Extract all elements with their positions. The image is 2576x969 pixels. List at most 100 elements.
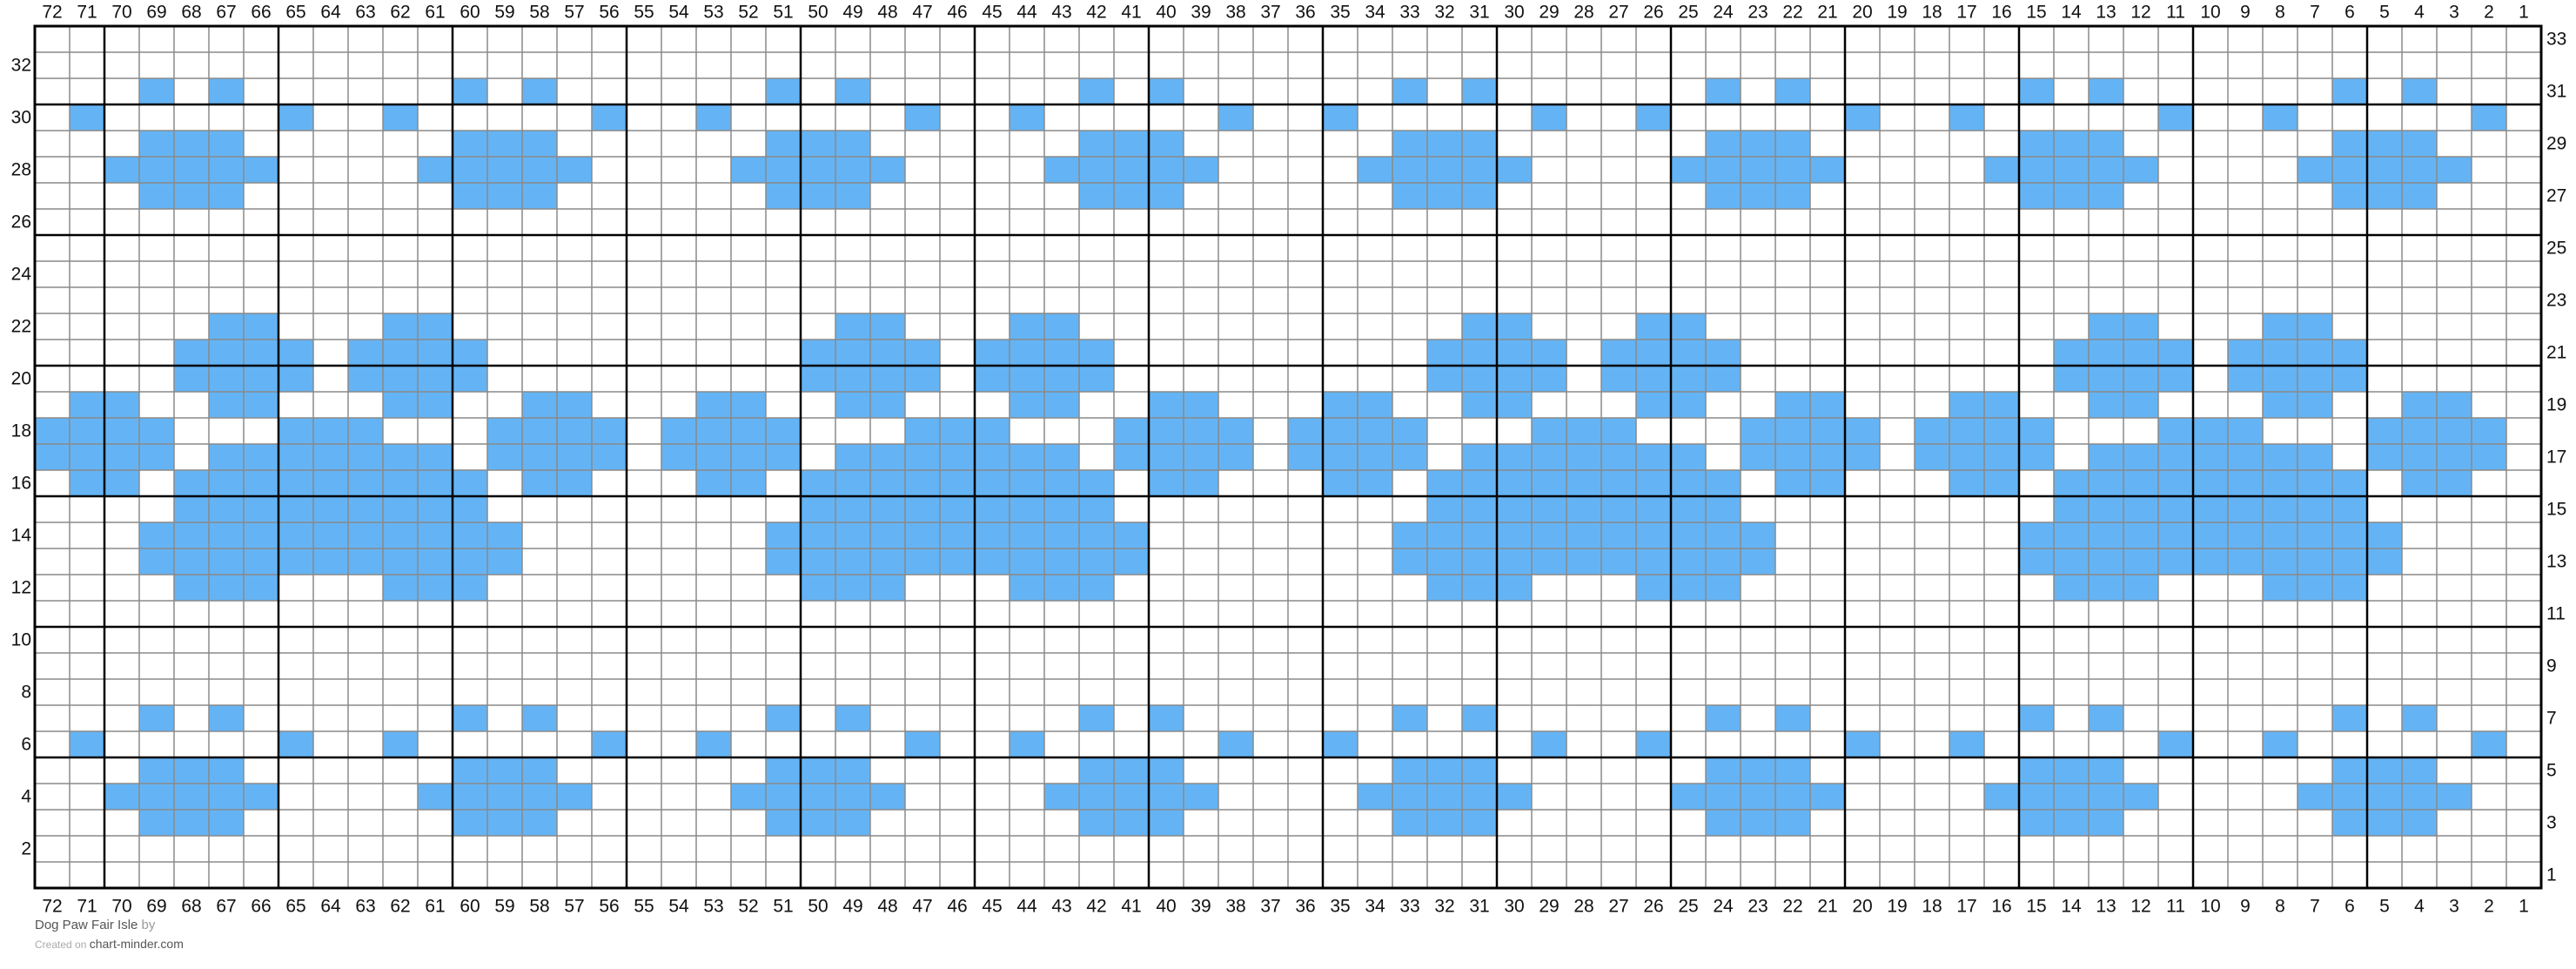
stitch-contrast-r28-c52 <box>731 157 766 183</box>
stitch-contrast-r3-c5 <box>2367 810 2402 836</box>
column-label-top: 3 <box>2449 3 2459 23</box>
stitch-contrast-r12-c42 <box>1079 575 1114 601</box>
stitch-contrast-r4-c23 <box>1741 784 1775 810</box>
stitch-contrast-r6-c47 <box>905 731 940 757</box>
stitch-contrast-r28-c67 <box>209 157 244 183</box>
stitch-contrast-r16-c25 <box>1671 470 1706 496</box>
column-label-top: 8 <box>2275 3 2285 23</box>
row-label-left: 12 <box>11 578 31 598</box>
stitch-contrast-r17-c27 <box>1601 444 1636 470</box>
stitch-contrast-r12-c66 <box>244 575 278 601</box>
column-label-top: 24 <box>1713 3 1734 23</box>
column-label-top: 14 <box>2061 3 2082 23</box>
stitch-contrast-r31-c67 <box>209 78 244 104</box>
stitch-contrast-r4-c6 <box>2332 784 2367 810</box>
column-label-top: 16 <box>1991 3 2011 23</box>
stitch-contrast-r6-c20 <box>1845 731 1880 757</box>
stitch-contrast-r15-c29 <box>1532 496 1566 522</box>
stitch-contrast-r22-c61 <box>418 313 453 340</box>
stitch-contrast-r20-c60 <box>453 366 487 392</box>
stitch-contrast-r14-c68 <box>174 522 209 548</box>
stitch-contrast-r4-c57 <box>557 784 592 810</box>
site-link[interactable]: chart-minder.com <box>89 937 184 951</box>
stitch-contrast-r18-c57 <box>557 418 592 444</box>
column-label-top: 32 <box>1434 3 1454 23</box>
stitch-contrast-r15-c63 <box>348 496 383 522</box>
stitch-contrast-r17-c43 <box>1044 444 1079 470</box>
stitch-contrast-r28-c41 <box>1114 157 1149 183</box>
stitch-contrast-r4-c7 <box>2298 784 2332 810</box>
stitch-contrast-r29-c5 <box>2367 131 2402 157</box>
column-label-top: 59 <box>494 3 514 23</box>
stitch-contrast-r17-c9 <box>2228 444 2263 470</box>
stitch-contrast-r17-c16 <box>1984 444 2019 470</box>
stitch-contrast-r7-c13 <box>2089 705 2123 731</box>
stitch-contrast-r12-c67 <box>209 575 244 601</box>
stitch-contrast-r22-c8 <box>2263 313 2298 340</box>
stitch-contrast-r28-c66 <box>244 157 278 183</box>
stitch-contrast-r15-c46 <box>940 496 975 522</box>
stitch-contrast-r28-c32 <box>1427 157 1462 183</box>
column-label-top: 62 <box>390 3 410 23</box>
column-label-bottom: 64 <box>320 897 341 917</box>
column-label-top: 45 <box>982 3 1002 23</box>
stitch-contrast-r31-c6 <box>2332 78 2367 104</box>
stitch-contrast-r15-c11 <box>2158 496 2193 522</box>
stitch-contrast-r17-c70 <box>104 444 139 470</box>
stitch-contrast-r12-c30 <box>1497 575 1532 601</box>
row-label-left: 28 <box>11 160 31 180</box>
stitch-contrast-r3-c31 <box>1462 810 1497 836</box>
stitch-contrast-r15-c45 <box>975 496 1010 522</box>
stitch-contrast-r16-c22 <box>1775 470 1810 496</box>
stitch-contrast-r5-c60 <box>453 757 487 784</box>
stitch-contrast-r16-c53 <box>696 470 731 496</box>
stitch-contrast-r16-c28 <box>1566 470 1601 496</box>
stitch-contrast-r30-c35 <box>1323 104 1358 131</box>
stitch-contrast-r21-c7 <box>2298 340 2332 366</box>
stitch-cells <box>35 78 2506 836</box>
stitch-contrast-r13-c31 <box>1462 548 1497 575</box>
stitch-contrast-r21-c8 <box>2263 340 2298 366</box>
stitch-contrast-r13-c8 <box>2263 548 2298 575</box>
stitch-contrast-r28-c30 <box>1497 157 1532 183</box>
stitch-contrast-r19-c35 <box>1323 392 1358 418</box>
stitch-contrast-r20-c62 <box>383 366 418 392</box>
stitch-contrast-r29-c6 <box>2332 131 2367 157</box>
stitch-contrast-r17-c22 <box>1775 444 1810 470</box>
stitch-contrast-r20-c45 <box>975 366 1010 392</box>
stitch-contrast-r15-c67 <box>209 496 244 522</box>
stitch-contrast-r19-c34 <box>1358 392 1392 418</box>
stitch-contrast-r29-c40 <box>1149 131 1184 157</box>
column-label-top: 69 <box>146 3 166 23</box>
stitch-contrast-r19-c25 <box>1671 392 1706 418</box>
row-label-left: 22 <box>11 317 31 337</box>
stitch-contrast-r30-c65 <box>278 104 313 131</box>
column-label-bottom: 48 <box>877 897 897 917</box>
column-label-bottom: 51 <box>773 897 793 917</box>
stitch-contrast-r27-c41 <box>1114 183 1149 209</box>
column-label-top: 12 <box>2130 3 2150 23</box>
stitch-contrast-r27-c58 <box>522 183 557 209</box>
stitch-contrast-r18-c5 <box>2367 418 2402 444</box>
stitch-contrast-r17-c5 <box>2367 444 2402 470</box>
stitch-contrast-r20-c25 <box>1671 366 1706 392</box>
stitch-contrast-r17-c12 <box>2123 444 2158 470</box>
stitch-contrast-r3-c69 <box>139 810 174 836</box>
column-label-bottom: 40 <box>1156 897 1176 917</box>
stitch-contrast-r13-c65 <box>278 548 313 575</box>
column-label-top: 53 <box>703 3 723 23</box>
stitch-contrast-r20-c9 <box>2228 366 2263 392</box>
stitch-contrast-r21-c60 <box>453 340 487 366</box>
stitch-contrast-r17-c69 <box>139 444 174 470</box>
stitch-contrast-r15-c44 <box>1010 496 1044 522</box>
column-label-top: 30 <box>1504 3 1524 23</box>
stitch-contrast-r7-c69 <box>139 705 174 731</box>
stitch-contrast-r18-c28 <box>1566 418 1601 444</box>
stitch-contrast-r31-c4 <box>2402 78 2437 104</box>
stitch-contrast-r17-c26 <box>1636 444 1671 470</box>
column-label-top: 9 <box>2240 3 2251 23</box>
stitch-contrast-r13-c48 <box>870 548 905 575</box>
column-label-top: 7 <box>2310 3 2320 23</box>
column-label-bottom: 32 <box>1434 897 1454 917</box>
stitch-contrast-r16-c9 <box>2228 470 2263 496</box>
